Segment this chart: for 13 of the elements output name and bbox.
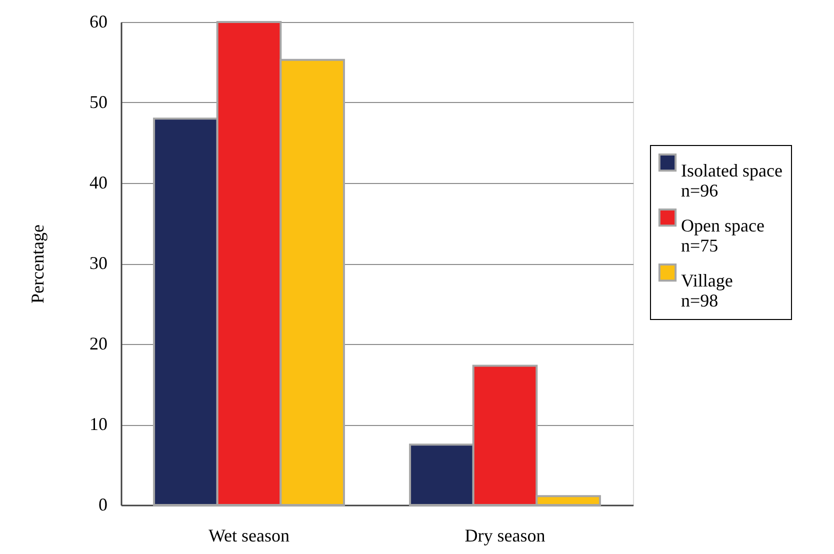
y-tick-label: 60 bbox=[90, 12, 108, 32]
legend-label: Isolated space n=96 bbox=[681, 160, 782, 200]
y-axis-title: Percentage bbox=[28, 224, 48, 304]
y-tick-label: 50 bbox=[90, 92, 108, 112]
y-tick-label: 0 bbox=[98, 494, 108, 514]
y-tick-label: 40 bbox=[90, 172, 108, 192]
y-tick-label: 30 bbox=[90, 253, 108, 273]
y-tick-label: 10 bbox=[90, 414, 108, 434]
y-tick-label: 20 bbox=[90, 334, 108, 354]
legend-label: Village n=98 bbox=[681, 270, 733, 310]
legend-label: Open space n=75 bbox=[681, 216, 764, 256]
x-tick-label: Dry season bbox=[464, 526, 546, 546]
x-tick-label: Wet season bbox=[208, 526, 290, 546]
